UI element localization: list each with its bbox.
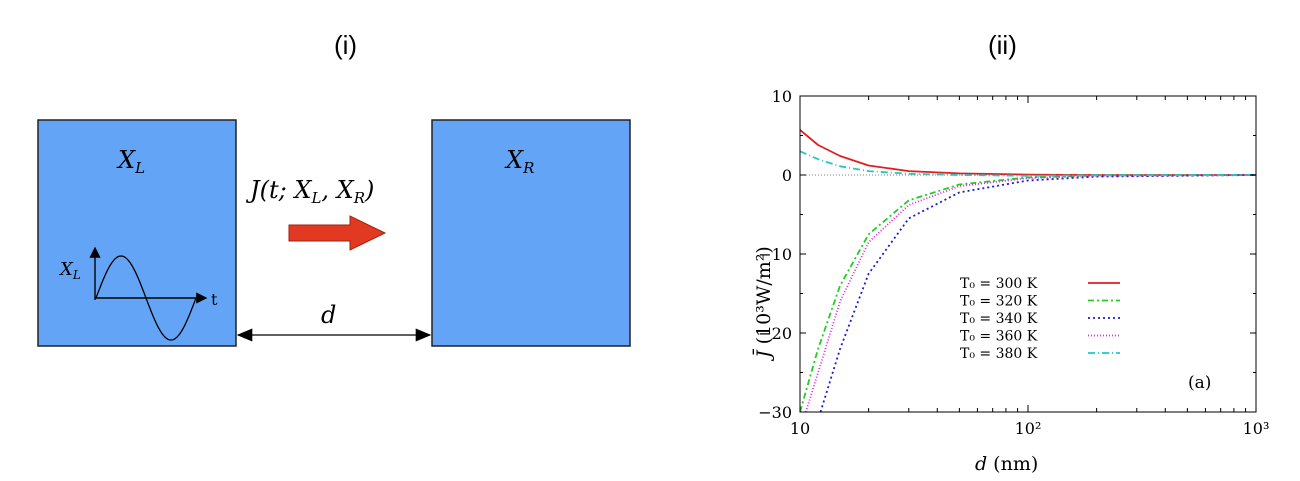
y-tick-label: 0 <box>782 166 792 185</box>
x-tick-label: 10 <box>790 419 810 438</box>
panel-ii-label: (ii) <box>988 30 1017 60</box>
right-block <box>431 119 631 347</box>
gap-label: d <box>321 301 336 329</box>
series-line-5 <box>800 150 1256 177</box>
flux-arrow-icon <box>288 215 387 251</box>
x-axis-label: d (nm) <box>975 453 1038 475</box>
chart-annotation: (a) <box>1188 373 1211 393</box>
x-tick-label: 10³ <box>1243 419 1270 438</box>
y-tick-label: −10 <box>758 245 792 264</box>
y-axis-label: J̄(10³W/m²) <box>752 246 775 362</box>
left-block <box>37 119 237 347</box>
plot-frame <box>799 95 1257 413</box>
right-block-label: XR <box>504 146 534 177</box>
legend-label-4: T₀ = 360 K <box>960 329 1038 345</box>
flux-label: J(t; XL, XR) <box>245 176 374 207</box>
legend-label-2: T₀ = 320 K <box>960 294 1038 310</box>
x-tick-label: 10² <box>1015 419 1042 438</box>
series-line-1 <box>800 129 1256 176</box>
y-tick-label: 10 <box>772 87 792 106</box>
y-tick-label: −30 <box>758 403 792 422</box>
panel-i-label: (i) <box>334 30 358 60</box>
legend-label-1: T₀ = 300 K <box>960 276 1038 292</box>
sine-wave <box>95 255 197 341</box>
y-tick-label: −20 <box>758 324 792 343</box>
wave-axis-x-label: t <box>211 290 218 309</box>
series-line-4 <box>804 174 1256 412</box>
left-block-label: XL <box>116 146 145 177</box>
legend-label-3: T₀ = 340 K <box>960 311 1038 327</box>
wave-axis-y-label: XL <box>58 259 81 282</box>
legend-label-5: T₀ = 380 K <box>960 346 1038 362</box>
